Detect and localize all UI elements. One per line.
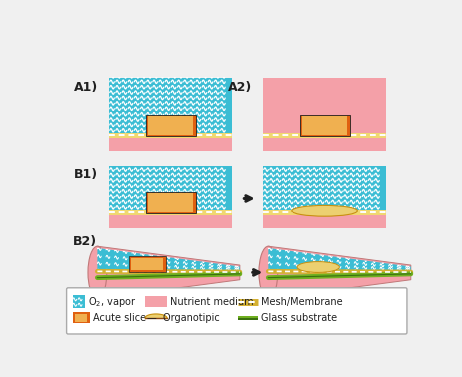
FancyBboxPatch shape: [263, 214, 386, 228]
Text: A1): A1): [74, 81, 98, 94]
Text: Mesh/Membrane: Mesh/Membrane: [261, 297, 342, 307]
Polygon shape: [268, 248, 411, 272]
FancyBboxPatch shape: [299, 115, 350, 136]
Text: —  Organotipic: — Organotipic: [147, 313, 220, 323]
FancyBboxPatch shape: [109, 78, 232, 133]
FancyBboxPatch shape: [109, 210, 232, 215]
FancyBboxPatch shape: [237, 318, 258, 320]
FancyBboxPatch shape: [109, 210, 232, 215]
FancyBboxPatch shape: [73, 313, 90, 323]
FancyBboxPatch shape: [146, 115, 195, 136]
FancyBboxPatch shape: [263, 133, 386, 138]
FancyBboxPatch shape: [263, 78, 386, 151]
FancyBboxPatch shape: [67, 288, 407, 334]
Ellipse shape: [259, 246, 278, 299]
FancyBboxPatch shape: [129, 256, 166, 271]
FancyBboxPatch shape: [148, 193, 193, 211]
FancyBboxPatch shape: [75, 314, 87, 322]
FancyBboxPatch shape: [263, 210, 386, 215]
Text: B1): B1): [74, 169, 98, 181]
Text: Glass substrate: Glass substrate: [261, 313, 337, 323]
FancyBboxPatch shape: [73, 296, 85, 308]
Ellipse shape: [88, 246, 107, 299]
FancyBboxPatch shape: [302, 116, 347, 135]
Ellipse shape: [292, 205, 357, 216]
Polygon shape: [268, 246, 411, 299]
FancyBboxPatch shape: [263, 133, 386, 138]
Text: Acute slice: Acute slice: [93, 313, 146, 323]
Polygon shape: [97, 246, 240, 299]
Text: A2): A2): [228, 81, 253, 94]
FancyBboxPatch shape: [237, 316, 258, 320]
Text: Nutrient medium: Nutrient medium: [170, 297, 254, 307]
FancyBboxPatch shape: [109, 137, 232, 151]
Ellipse shape: [297, 262, 340, 272]
Text: B2): B2): [73, 235, 97, 248]
FancyBboxPatch shape: [109, 166, 232, 210]
Polygon shape: [97, 248, 240, 272]
FancyBboxPatch shape: [145, 296, 167, 307]
Text: O$_2$, vapor: O$_2$, vapor: [88, 295, 137, 309]
FancyBboxPatch shape: [109, 133, 232, 138]
FancyBboxPatch shape: [109, 214, 232, 228]
FancyBboxPatch shape: [146, 192, 195, 213]
FancyBboxPatch shape: [148, 116, 193, 135]
FancyBboxPatch shape: [131, 258, 164, 270]
FancyBboxPatch shape: [263, 166, 386, 210]
FancyBboxPatch shape: [263, 210, 386, 215]
FancyBboxPatch shape: [109, 133, 232, 138]
